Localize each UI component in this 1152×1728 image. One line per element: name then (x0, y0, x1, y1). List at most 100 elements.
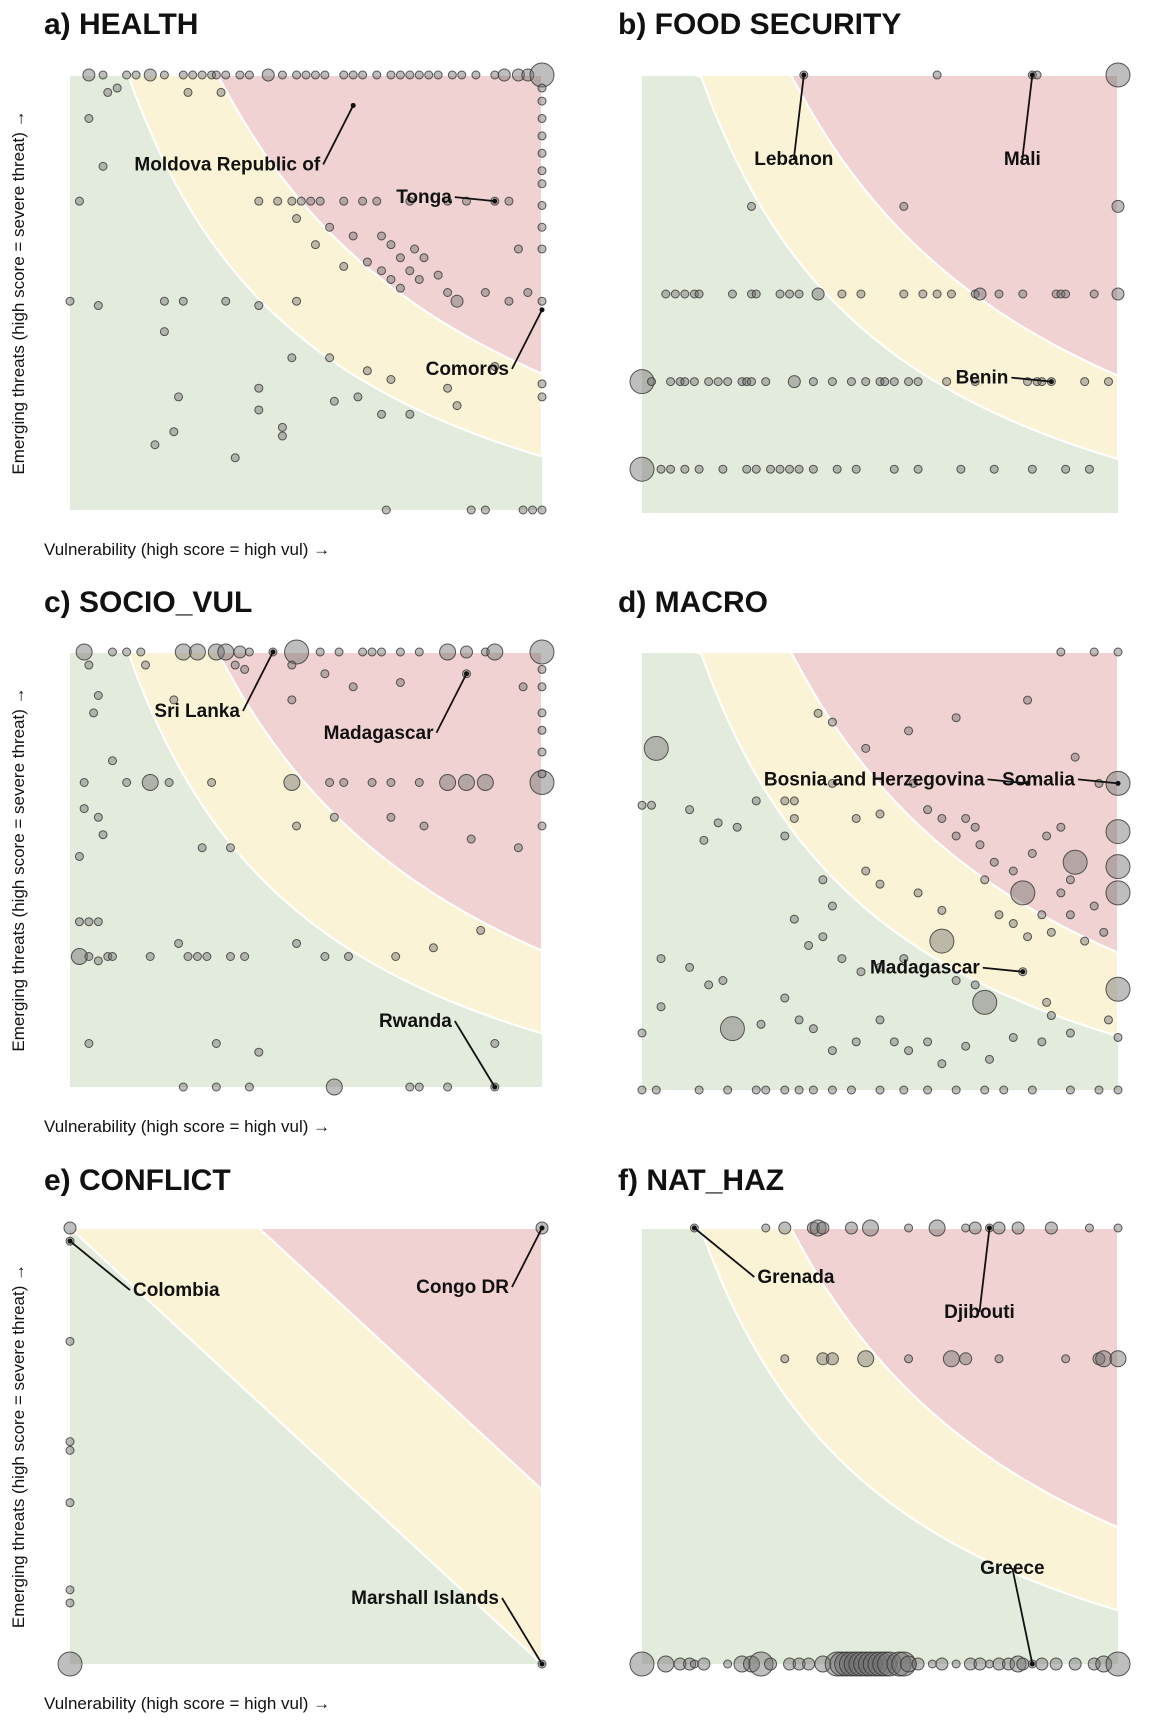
data-point (937, 813, 947, 823)
annotation-marker (986, 1225, 992, 1231)
data-point (1016, 1657, 1030, 1671)
data-point (497, 68, 511, 82)
data-point (466, 505, 476, 515)
data-point (443, 1082, 453, 1092)
data-point (145, 952, 155, 961)
data-point (818, 932, 828, 942)
data-point (732, 822, 742, 832)
data-point (673, 1657, 687, 1671)
data-point (93, 691, 103, 700)
data-point (439, 643, 457, 661)
data-point (1065, 1028, 1075, 1038)
data-point (761, 377, 771, 387)
data-point (348, 70, 358, 80)
data-point (899, 954, 909, 964)
data-point (643, 735, 669, 761)
data-point (339, 778, 349, 787)
data-point (339, 70, 349, 80)
data-point (694, 1085, 704, 1095)
data-point (480, 288, 490, 297)
annotation-marker (691, 1225, 697, 1231)
data-point (629, 456, 655, 482)
data-point (937, 905, 947, 915)
data-point (296, 196, 306, 206)
data-point (808, 1024, 818, 1034)
data-point (84, 114, 94, 123)
data-point (1023, 695, 1033, 705)
annotation-marker (1029, 1661, 1035, 1667)
annotation-label: Grenada (757, 1267, 835, 1288)
data-point (697, 1657, 711, 1671)
data-point (84, 1039, 94, 1048)
annotation-leader-line (454, 196, 495, 203)
data-point (1037, 910, 1047, 920)
data-point (932, 70, 942, 80)
panel-title: a) HEALTH (44, 8, 198, 41)
annotation-marker (463, 671, 469, 677)
data-point (651, 1085, 661, 1095)
data-point (244, 647, 254, 657)
data-point (1105, 1651, 1131, 1677)
annotation-label: Somalia (1002, 769, 1075, 790)
annotation-leader-line (1011, 1567, 1034, 1665)
data-point (837, 954, 847, 964)
data-point (1087, 1657, 1101, 1671)
data-point (746, 377, 756, 387)
data-point (443, 196, 453, 206)
annotation-label: Comoros (426, 359, 509, 380)
data-point (439, 774, 457, 791)
data-point (713, 377, 723, 387)
data-point (748, 1651, 774, 1677)
data-point (1056, 822, 1066, 832)
data-point (935, 1657, 949, 1671)
data-point (961, 1041, 971, 1051)
data-point (486, 643, 504, 661)
data-point (968, 1221, 982, 1235)
data-point (348, 231, 358, 241)
data-point (1009, 1655, 1027, 1673)
data-point (704, 377, 714, 387)
data-point (504, 296, 514, 306)
annotation-marker (1115, 780, 1121, 786)
data-point (837, 289, 847, 299)
data-point (675, 377, 685, 387)
data-point (861, 866, 871, 876)
data-point (107, 756, 117, 766)
data-point (789, 813, 799, 823)
data-point (846, 1085, 856, 1095)
data-point (122, 778, 132, 787)
zone-high (70, 1227, 543, 1492)
annotation-leader-line (792, 74, 805, 160)
data-point (794, 289, 804, 299)
data-point (480, 505, 490, 515)
data-point (292, 821, 302, 831)
data-point (780, 796, 790, 806)
data-point (629, 1651, 655, 1677)
data-point (1023, 932, 1033, 942)
data-point (405, 1082, 415, 1092)
data-point (856, 967, 866, 977)
data-point (818, 875, 828, 885)
data-point (970, 980, 980, 990)
data-point (358, 647, 368, 657)
data-point (875, 377, 885, 387)
data-point (789, 796, 799, 806)
data-point (98, 161, 108, 171)
data-point (84, 952, 94, 961)
data-point (433, 70, 443, 80)
data-point (225, 952, 235, 961)
data-point (188, 70, 198, 80)
data-point (637, 1028, 647, 1038)
data-point (808, 377, 818, 387)
data-point (783, 1657, 797, 1671)
data-point (395, 253, 405, 263)
data-point (666, 377, 676, 387)
data-point (65, 1585, 75, 1595)
data-point (723, 1659, 733, 1669)
data-point (1099, 927, 1109, 937)
annotation-label: Rwanda (379, 1011, 452, 1032)
annotation-leader-line (987, 778, 1028, 785)
annotation-marker (1025, 780, 1031, 786)
annotation-label: Djibouti (944, 1302, 1015, 1323)
data-point (751, 289, 761, 299)
